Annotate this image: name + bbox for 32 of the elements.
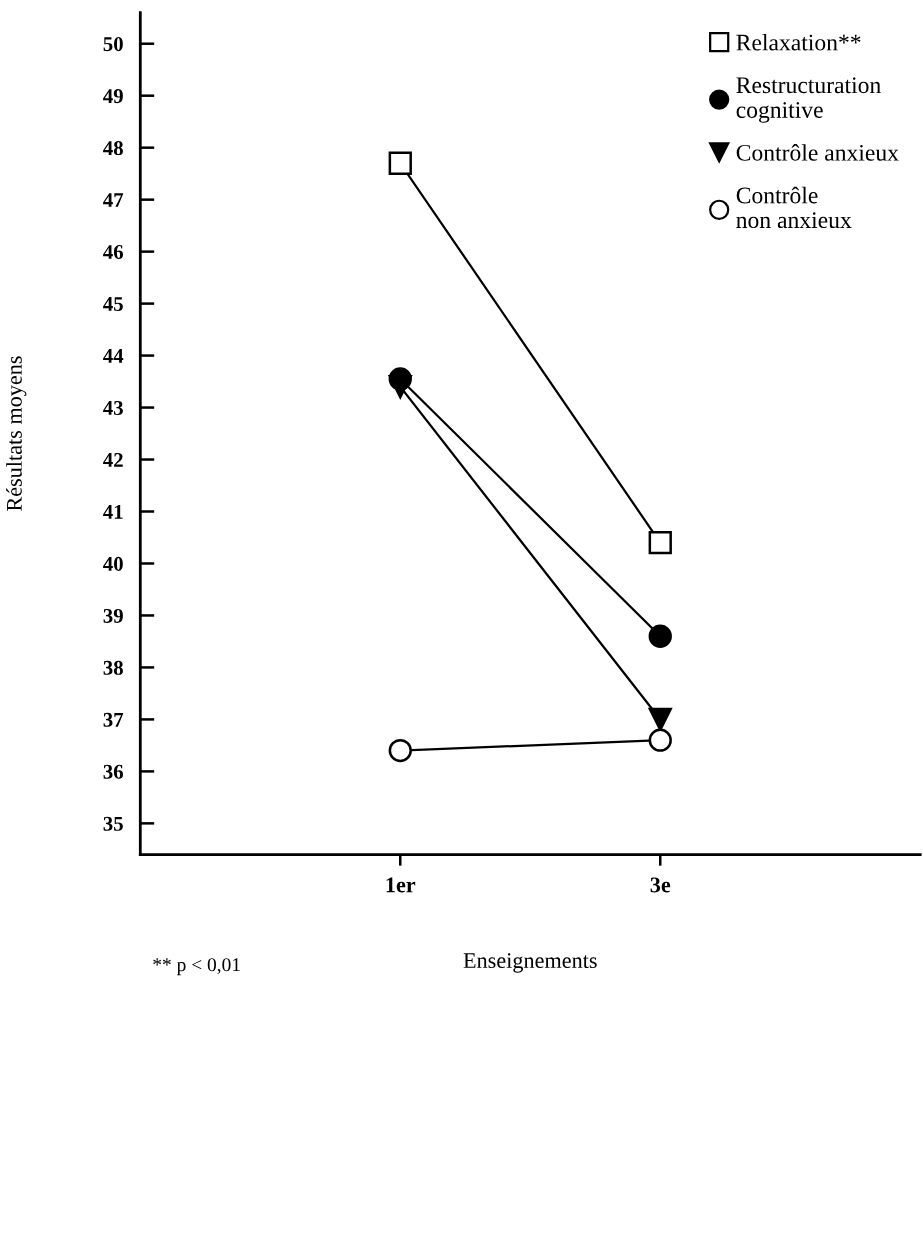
y-tick-label: 37 (103, 712, 124, 727)
point (648, 624, 672, 648)
y-tick-label: 47 (103, 193, 124, 207)
text: ** p < 0,01 (153, 958, 240, 976)
y-tick-label: 35 (103, 816, 123, 831)
y-tick-label: 39 (103, 608, 123, 623)
point (648, 728, 672, 752)
x-tick-label: 1er (386, 877, 416, 893)
legend-label: Contrôle non anxieux (736, 186, 852, 229)
y-tick-label: 50 (103, 37, 123, 52)
point (648, 531, 672, 555)
y-tick-label: 43 (103, 400, 123, 415)
point (388, 151, 412, 175)
x-axis-title: Enseignements (463, 953, 597, 973)
y-tick-label: 44 (103, 349, 124, 363)
point (648, 707, 672, 732)
y-tick-label: 42 (103, 452, 123, 467)
y-tick-label: 40 (103, 556, 123, 571)
legend-label: Relaxation** (736, 33, 861, 51)
y-tick-label: 49 (103, 89, 123, 104)
point (388, 738, 412, 763)
x-tick-label: 3e (650, 877, 671, 893)
y-tick-label: 38 (103, 660, 123, 675)
point (388, 375, 412, 399)
y-axis-title: Résultats moyens (6, 356, 27, 511)
y-tick-label: 48 (103, 141, 123, 156)
y-tick-label: 46 (103, 245, 124, 260)
y-tick-label: 41 (103, 504, 123, 519)
y-tick-label: 36 (103, 764, 124, 779)
legend-label: Contrôle anxieux (736, 144, 899, 161)
y-tick-label: 45 (103, 297, 123, 312)
legend-label: Restructuration cognitive (736, 77, 881, 123)
